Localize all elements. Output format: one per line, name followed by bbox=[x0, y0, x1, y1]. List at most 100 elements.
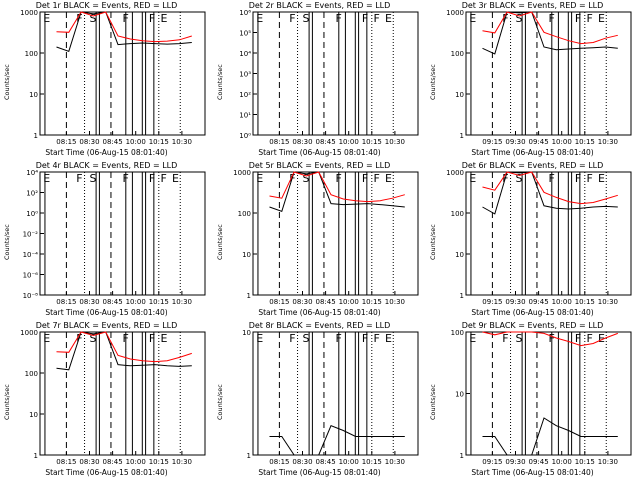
plot-frame bbox=[252, 331, 419, 456]
events-series-line bbox=[482, 171, 618, 215]
event-marker-label: E bbox=[385, 12, 392, 25]
event-marker-label: F bbox=[76, 172, 82, 185]
event-marker-label: E bbox=[160, 332, 167, 345]
x-tick-label: 08:45 bbox=[316, 138, 336, 146]
x-tick-label: 10:00 bbox=[339, 138, 359, 146]
event-marker-label: E bbox=[469, 172, 476, 185]
y-tick-label: 10¹ bbox=[239, 112, 251, 120]
y-tick-label: 1 bbox=[460, 132, 464, 140]
x-tick-label: 10:15 bbox=[149, 138, 169, 146]
detector-panel: Det 2r BLACK = Events, RED = LLD Start Ti… bbox=[213, 0, 426, 160]
y-tick-label: 10² bbox=[239, 91, 251, 99]
y-tick-label: 10⁻⁶ bbox=[23, 272, 39, 280]
panel-title: Det 5r BLACK = Events, RED = LLD bbox=[248, 161, 391, 170]
plot-frame bbox=[465, 11, 632, 136]
x-tick-label: 10:15 bbox=[362, 298, 382, 306]
lld-series-line bbox=[482, 11, 618, 45]
event-marker-label: S bbox=[90, 172, 97, 185]
plot-frame bbox=[39, 331, 206, 456]
x-tick-label: 10:30 bbox=[172, 298, 192, 306]
x-tick-label: 10:00 bbox=[126, 138, 146, 146]
x-tick-label: 08:15 bbox=[269, 138, 289, 146]
x-axis-label: Start Time (06-Aug-15 08:01:40) bbox=[471, 308, 594, 317]
y-tick-label: 100 bbox=[451, 50, 464, 58]
x-tick-label: 10:00 bbox=[126, 458, 146, 466]
y-tick-label: 10⁰ bbox=[26, 210, 38, 218]
y-tick-label: 10 bbox=[29, 91, 38, 99]
y-tick-label: 1 bbox=[34, 132, 38, 140]
event-marker-label: F bbox=[575, 172, 581, 185]
x-tick-label: 08:45 bbox=[103, 458, 123, 466]
event-marker-label: E bbox=[385, 332, 392, 345]
event-marker-label: F bbox=[123, 172, 129, 185]
y-tick-label: 10⁵ bbox=[239, 30, 251, 38]
event-marker-label: F bbox=[575, 12, 581, 25]
x-axis-label: Start Time (06-Aug-15 08:01:40) bbox=[471, 468, 594, 477]
event-marker-label: F bbox=[549, 12, 555, 25]
y-tick-label: 10 bbox=[29, 411, 38, 419]
x-tick-label: 08:15 bbox=[56, 298, 76, 306]
y-tick-label: 10 bbox=[455, 251, 464, 259]
x-tick-label: 08:30 bbox=[292, 138, 312, 146]
lld-series-line bbox=[56, 11, 192, 43]
event-marker-label: E bbox=[385, 172, 392, 185]
plot-frame bbox=[252, 171, 419, 296]
plot-area: 1 10 100 1000 08:15 08:30 08:45 10:00 10:15 10:30… bbox=[20, 329, 206, 466]
y-tick-label: 10⁻² bbox=[23, 231, 39, 239]
y-tick-label: 10⁰ bbox=[239, 132, 251, 140]
event-marker-label: F bbox=[586, 172, 592, 185]
event-marker-label: F bbox=[160, 172, 166, 185]
y-tick-label: 1000 bbox=[446, 9, 464, 17]
y-tick-label: 10⁶ bbox=[239, 9, 251, 17]
y-tick-label: 10⁴ bbox=[239, 50, 251, 58]
panel-title: Det 8r BLACK = Events, RED = LLD bbox=[248, 321, 391, 330]
y-tick-label: 1000 bbox=[20, 9, 38, 17]
y-tick-label: 100 bbox=[25, 50, 38, 58]
detector-panel: Det 7r BLACK = Events, RED = LLD Start Ti… bbox=[0, 320, 213, 480]
x-tick-label: 10:30 bbox=[385, 298, 405, 306]
x-axis-label: Start Time (06-Aug-15 08:01:40) bbox=[45, 148, 168, 157]
x-tick-label: 10:15 bbox=[575, 458, 595, 466]
x-tick-label: 10:30 bbox=[385, 458, 405, 466]
event-marker-label: F bbox=[373, 332, 379, 345]
lld-series-line bbox=[482, 331, 618, 347]
y-tick-label: 10² bbox=[26, 190, 38, 198]
x-tick-label: 10:15 bbox=[575, 138, 595, 146]
y-tick-label: 10⁻⁸ bbox=[23, 292, 39, 300]
event-marker-label: E bbox=[43, 12, 50, 25]
x-tick-label: 09:45 bbox=[529, 138, 549, 146]
panel-title: Det 4r BLACK = Events, RED = LLD bbox=[35, 161, 178, 170]
event-marker-label: F bbox=[549, 332, 555, 345]
x-tick-label: 08:30 bbox=[79, 138, 99, 146]
y-tick-label: 1 bbox=[247, 452, 251, 460]
y-tick-label: 1 bbox=[460, 292, 464, 300]
event-marker-label: E bbox=[43, 332, 50, 345]
x-tick-label: 08:15 bbox=[269, 298, 289, 306]
event-marker-label: F bbox=[289, 332, 295, 345]
x-axis-label: Start Time (06-Aug-15 08:01:40) bbox=[258, 148, 381, 157]
event-marker-label: S bbox=[516, 172, 523, 185]
panel-title: Det 7r BLACK = Events, RED = LLD bbox=[35, 321, 178, 330]
y-tick-label: 1000 bbox=[233, 169, 251, 177]
plot-area: 1 10 100 1000 09:15 09:30 09:45 10:00 10:15 10:30… bbox=[446, 9, 632, 146]
event-marker-label: F bbox=[362, 12, 368, 25]
events-series-line bbox=[482, 417, 618, 456]
x-tick-label: 10:00 bbox=[126, 298, 146, 306]
x-tick-label: 09:45 bbox=[529, 298, 549, 306]
event-marker-label: F bbox=[575, 332, 581, 345]
event-marker-label: F bbox=[362, 172, 368, 185]
x-tick-label: 09:30 bbox=[505, 458, 525, 466]
x-tick-label: 08:30 bbox=[292, 298, 312, 306]
lld-series-line bbox=[269, 171, 405, 203]
x-tick-label: 08:15 bbox=[269, 458, 289, 466]
x-tick-label: 08:30 bbox=[292, 458, 312, 466]
panel-title: Det 3r BLACK = Events, RED = LLD bbox=[461, 1, 604, 10]
event-marker-label: E bbox=[469, 12, 476, 25]
y-tick-label: 10³ bbox=[239, 71, 251, 79]
event-marker-label: F bbox=[336, 172, 342, 185]
x-tick-label: 08:45 bbox=[316, 458, 336, 466]
x-tick-label: 10:15 bbox=[362, 458, 382, 466]
x-axis-label: Start Time (06-Aug-15 08:01:40) bbox=[45, 468, 168, 477]
event-marker-label: F bbox=[149, 12, 155, 25]
